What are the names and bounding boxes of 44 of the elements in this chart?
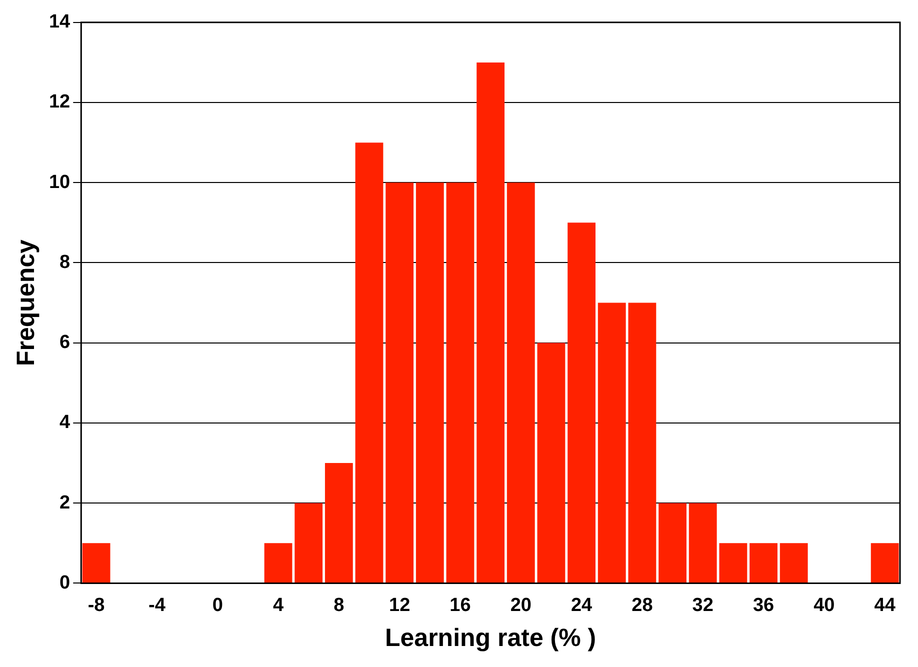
bar (294, 503, 323, 583)
y-tick-label: 10 (48, 172, 70, 193)
x-tick-label: 0 (212, 594, 223, 616)
y-tick-label: 14 (48, 12, 71, 33)
bar (446, 182, 474, 583)
bar (568, 222, 596, 583)
bar (658, 503, 686, 583)
bar (386, 182, 414, 583)
x-tick-label: 12 (389, 594, 410, 616)
bar (537, 342, 566, 583)
x-tick-label: 40 (814, 594, 835, 616)
bar (688, 503, 717, 583)
bar (780, 543, 808, 583)
bar (870, 543, 899, 583)
y-tick-label: 4 (60, 412, 71, 434)
y-tick-label: 0 (60, 572, 70, 594)
y-tick-label: 2 (60, 492, 70, 514)
x-axis-title: Learning rate (% ) (384, 624, 596, 652)
x-tick-label: 24 (570, 594, 593, 616)
x-tick-label: -4 (148, 594, 166, 616)
bar (750, 543, 778, 583)
bar (82, 543, 110, 583)
bar (324, 463, 353, 583)
bar (264, 543, 292, 583)
bar (355, 142, 384, 583)
y-axis-title: Frequency (12, 239, 40, 366)
x-tick-label: 4 (272, 594, 284, 616)
bar (598, 302, 626, 583)
bar (476, 62, 505, 583)
x-tick-label: 36 (752, 594, 774, 616)
bar (416, 182, 444, 583)
x-tick-label: 32 (692, 594, 714, 616)
x-tick-label: -8 (88, 594, 105, 616)
y-tick-label: 6 (60, 332, 70, 354)
bar (719, 543, 748, 583)
y-tick-label: 12 (48, 92, 70, 113)
x-tick-label: 44 (874, 594, 896, 616)
bar (506, 182, 535, 583)
bar (628, 302, 656, 583)
x-tick-label: 28 (632, 594, 653, 616)
x-tick-label: 16 (450, 594, 471, 616)
y-tick-label: 8 (60, 252, 70, 273)
x-tick-label: 8 (334, 594, 344, 616)
x-tick-label: 20 (510, 594, 532, 616)
